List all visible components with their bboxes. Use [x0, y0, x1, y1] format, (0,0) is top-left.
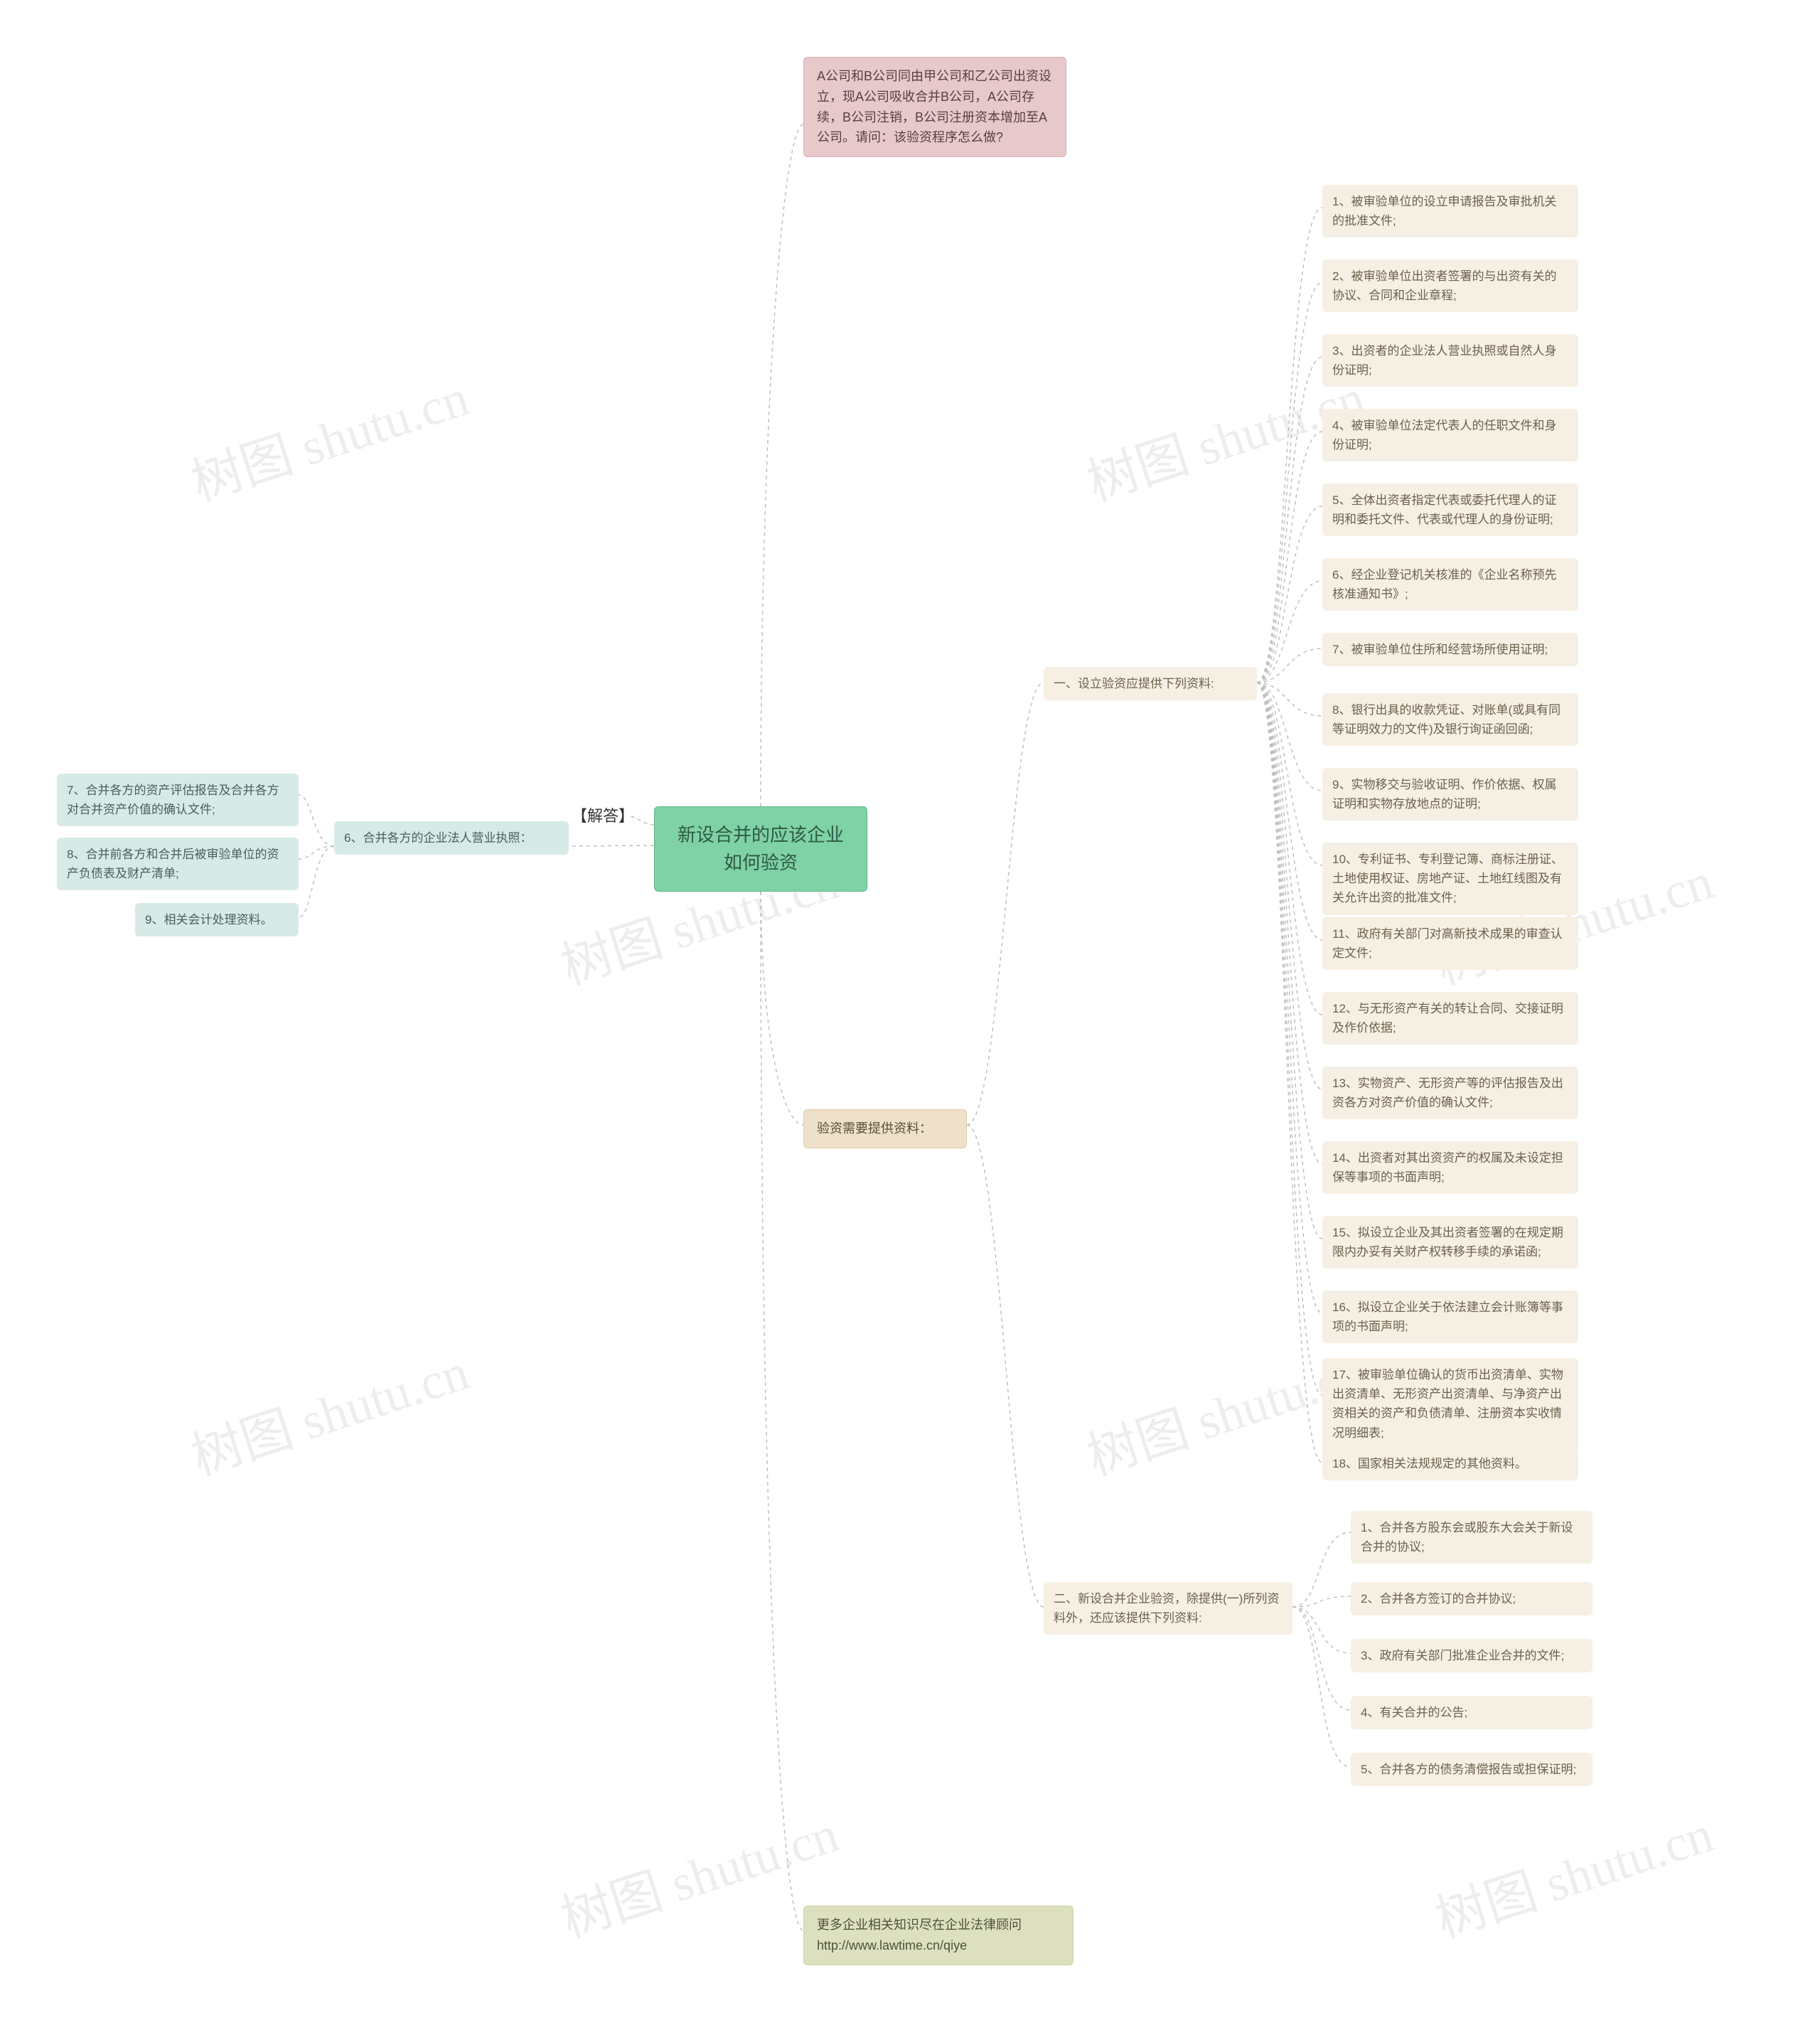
left-branch-item: 9、相关会计处理资料。 [135, 903, 299, 936]
section2-item: 5、合并各方的债务清偿报告或担保证明; [1351, 1753, 1592, 1786]
section1-item: 15、拟设立企业及其出资者签署的在规定期限内办妥有关财产权转移手续的承诺函; [1322, 1216, 1578, 1268]
section1-item: 3、出资者的企业法人营业执照或自然人身份证明; [1322, 334, 1578, 387]
section1-item: 7、被审验单位住所和经营场所使用证明; [1322, 633, 1578, 666]
section1-item: 17、被审验单位确认的货币出资清单、实物出资清单、无形资产出资清单、与净资产出资… [1322, 1358, 1578, 1450]
section1-item: 16、拟设立企业关于依法建立会计账簿等事项的书面声明; [1322, 1291, 1578, 1343]
section1-item: 6、经企业登记机关核准的《企业名称预先核准通知书》; [1322, 558, 1578, 611]
section1-item: 10、专利证书、专利登记簿、商标注册证、土地使用权证、房地产证、土地红线图及有关… [1322, 843, 1578, 915]
materials-header: 验资需要提供资料： [803, 1109, 967, 1148]
solution-label: 【解答】 [562, 798, 644, 834]
section1-item: 1、被审验单位的设立申请报告及审批机关的批准文件; [1322, 185, 1578, 237]
watermark: 树图 shutu.cn [181, 356, 477, 516]
root-node: 新设合并的应该企业如何验资 [654, 806, 867, 892]
section1-item: 4、被审验单位法定代表人的任职文件和身份证明; [1322, 409, 1578, 461]
section2-header: 二、新设合并企业验资，除提供(一)所列资料外，还应该提供下列资料: [1044, 1582, 1292, 1635]
left-branch-header: 6、合并各方的企业法人营业执照： [334, 821, 569, 855]
watermark: 树图 shutu.cn [181, 1330, 477, 1490]
section2-item: 4、有关合并的公告; [1351, 1696, 1592, 1729]
watermark: 树图 shutu.cn [550, 1792, 847, 1952]
section2-item: 2、合并各方签订的合并协议; [1351, 1582, 1592, 1615]
left-branch-item: 7、合并各方的资产评估报告及合并各方对合并资产价值的确认文件; [57, 774, 299, 826]
section1-header: 一、设立验资应提供下列资料: [1044, 667, 1257, 700]
section1-item: 18、国家相关法规规定的其他资料。 [1322, 1447, 1578, 1480]
section1-item: 14、出资者对其出资资产的权属及未设定担保等事项的书面声明; [1322, 1141, 1578, 1194]
section1-item: 5、全体出资者指定代表或委托代理人的证明和委托文件、代表或代理人的身份证明; [1322, 484, 1578, 536]
footer-node: 更多企业相关知识尽在企业法律顾问http://www.lawtime.cn/qi… [803, 1906, 1074, 1965]
section2-item: 3、政府有关部门批准企业合并的文件; [1351, 1639, 1592, 1672]
question-node: A公司和B公司同由甲公司和乙公司出资设立，现A公司吸收合并B公司，A公司存续，B… [803, 57, 1066, 157]
section1-item: 9、实物移交与验收证明、作价依据、权属证明和实物存放地点的证明; [1322, 768, 1578, 821]
section1-item: 12、与无形资产有关的转让合同、交接证明及作价依据; [1322, 992, 1578, 1045]
section1-item: 8、银行出具的收款凭证、对账单(或具有同等证明效力的文件)及银行询证函回函; [1322, 693, 1578, 746]
section2-item: 1、合并各方股东会或股东大会关于新设合并的协议; [1351, 1511, 1592, 1564]
section1-item: 2、被审验单位出资者签署的与出资有关的协议、合同和企业章程; [1322, 260, 1578, 312]
watermark: 树图 shutu.cn [1425, 1792, 1721, 1952]
section1-item: 13、实物资产、无形资产等的评估报告及出资各方对资产价值的确认文件; [1322, 1067, 1578, 1119]
section1-item: 11、政府有关部门对高新技术成果的审查认定文件; [1322, 917, 1578, 970]
left-branch-item: 8、合并前各方和合并后被审验单位的资产负债表及财产清单; [57, 838, 299, 890]
